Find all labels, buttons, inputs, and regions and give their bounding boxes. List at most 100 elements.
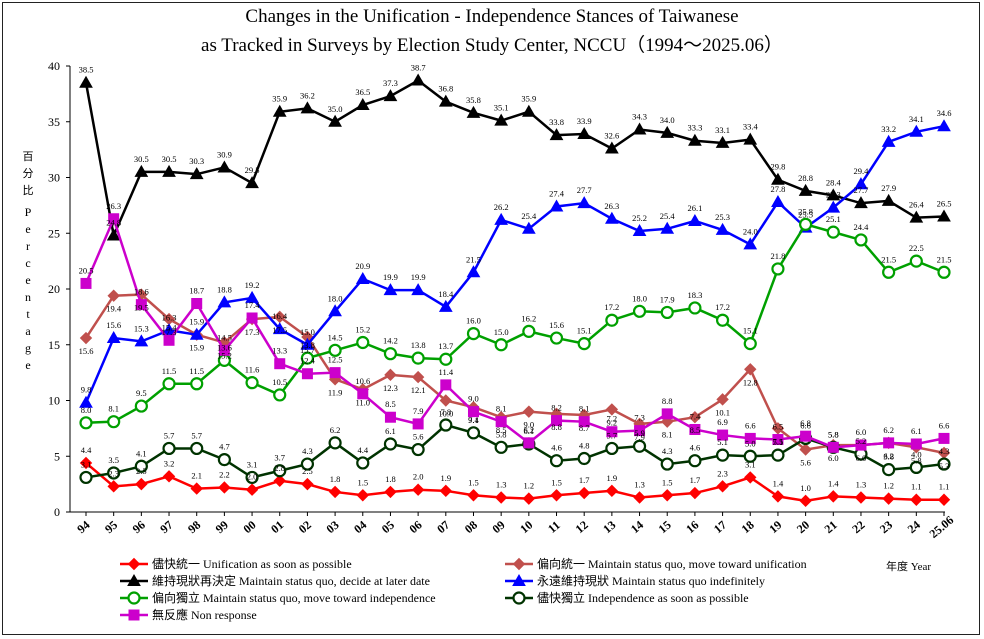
data-point-non-response xyxy=(772,434,784,446)
data-point-independence-asap xyxy=(190,441,204,456)
data-label-status-quo-indefinitely: 27.7 xyxy=(577,185,592,195)
data-label-unification-asap: 2.2 xyxy=(219,469,230,479)
data-point-status-quo-indefinitely xyxy=(217,295,232,308)
data-point-independence-asap xyxy=(632,439,647,453)
data-point-non-response xyxy=(578,416,590,428)
data-label-non-response: 6.2 xyxy=(524,425,535,435)
data-point-lean-independence xyxy=(743,337,757,351)
x-tick-label: 99 xyxy=(213,518,231,536)
data-point-lean-independence xyxy=(356,335,370,350)
data-label-independence-asap: 6.2 xyxy=(330,425,341,435)
data-label-status-quo-indefinitely: 18.4 xyxy=(438,289,454,299)
data-point-decide-later xyxy=(494,113,509,126)
data-label-unification-asap: 1.5 xyxy=(357,477,368,487)
data-label-status-quo-indefinitely: 27.4 xyxy=(549,188,565,198)
data-label-lean-independence: 21.8 xyxy=(770,251,785,261)
data-point-lean-unification xyxy=(771,422,785,435)
data-point-decide-later xyxy=(134,164,149,177)
data-label-lean-independence: 8.1 xyxy=(108,404,119,414)
data-label-non-response: 13.3 xyxy=(272,346,287,356)
data-point-non-response xyxy=(634,425,646,437)
data-point-lean-unification xyxy=(688,411,702,424)
data-label-independence-asap: 3.1 xyxy=(81,459,92,469)
data-point-decide-later xyxy=(106,228,121,241)
data-point-decide-later xyxy=(937,209,951,222)
data-label-lean-unification: 8.7 xyxy=(579,423,590,433)
data-label-independence-asap: 6.6 xyxy=(800,420,811,430)
legend-swatch-marker xyxy=(512,591,526,605)
series-non-response xyxy=(80,213,950,453)
data-point-non-response xyxy=(329,367,341,379)
data-point-lean-independence xyxy=(632,304,647,318)
data-point-decide-later xyxy=(632,122,647,135)
data-point-decide-later xyxy=(826,188,841,201)
data-point-lean-independence xyxy=(494,338,508,352)
data-label-unification-asap: 2.5 xyxy=(302,466,313,476)
y-axis-label-en-char: e xyxy=(25,358,30,372)
data-label-independence-asap: 4.3 xyxy=(662,446,673,456)
data-point-unification-asap xyxy=(273,474,286,487)
data-point-independence-asap xyxy=(743,449,757,463)
data-point-decide-later xyxy=(688,133,702,146)
data-point-decide-later xyxy=(521,104,536,117)
data-label-decide-later: 35.0 xyxy=(328,104,343,114)
data-label-lean-independence: 17.2 xyxy=(715,302,730,312)
data-label-lean-unification: 17.3 xyxy=(162,327,177,337)
data-label-unification-asap: 1.5 xyxy=(551,477,562,487)
data-point-non-response xyxy=(606,426,618,438)
data-point-lean-independence xyxy=(439,352,453,366)
data-label-unification-asap: 4.4 xyxy=(81,445,92,455)
data-point-status-quo-indefinitely xyxy=(272,322,287,335)
data-point-status-quo-indefinitely xyxy=(189,327,204,340)
data-label-non-response: 8.2 xyxy=(551,403,562,413)
data-point-lean-independence xyxy=(826,225,840,239)
data-label-independence-asap: 5.2 xyxy=(856,436,867,446)
data-point-independence-asap xyxy=(217,452,231,467)
data-label-unification-asap: 1.2 xyxy=(524,481,535,491)
data-label-decide-later: 35.9 xyxy=(272,94,287,104)
data-label-lean-independence: 13.8 xyxy=(411,340,426,350)
data-label-status-quo-indefinitely: 16.4 xyxy=(272,311,288,321)
data-point-non-response xyxy=(384,411,396,423)
data-point-independence-asap xyxy=(79,470,93,485)
data-point-decide-later xyxy=(189,167,204,180)
data-point-decide-later xyxy=(771,172,785,185)
y-axis-label-en-char: a xyxy=(25,324,31,338)
data-point-lean-independence xyxy=(715,313,730,327)
legend-label: 偏向獨立 Maintain status quo, move toward in… xyxy=(152,590,436,605)
data-label-unification-asap: 3.2 xyxy=(164,458,175,468)
data-label-lean-independence: 13.8 xyxy=(300,340,315,350)
data-point-decide-later xyxy=(383,89,398,102)
y-axis-label-zh-char: 百 xyxy=(23,151,34,163)
y-axis-label-en-char: P xyxy=(25,205,32,219)
data-label-decide-later: 38.5 xyxy=(79,65,94,75)
data-point-status-quo-indefinitely xyxy=(909,124,924,137)
x-tick-label: 11 xyxy=(545,518,563,536)
data-label-decide-later: 29.5 xyxy=(245,165,260,175)
data-point-lean-independence xyxy=(300,351,315,365)
data-label-lean-unification: 19.4 xyxy=(106,304,122,314)
data-label-lean-independence: 21.5 xyxy=(881,254,896,264)
data-point-lean-independence xyxy=(190,377,204,391)
data-label-status-quo-indefinitely: 21.5 xyxy=(466,254,481,264)
data-label-unification-asap: 1.8 xyxy=(330,474,341,484)
legend-swatch-marker xyxy=(127,557,141,571)
data-point-non-response xyxy=(218,344,230,356)
data-label-status-quo-indefinitely: 27.3 xyxy=(826,190,841,200)
data-point-independence-asap xyxy=(134,459,148,473)
data-label-lean-unification: 10.1 xyxy=(715,407,730,417)
data-label-lean-independence: 25.8 xyxy=(798,206,813,216)
data-point-non-response xyxy=(910,438,922,450)
data-point-unification-asap xyxy=(661,489,674,502)
data-label-non-response: 8.1 xyxy=(496,404,507,414)
data-label-non-response: 7.3 xyxy=(634,413,645,423)
data-point-unification-asap xyxy=(245,483,259,496)
data-label-lean-independence: 15.1 xyxy=(743,326,758,336)
data-point-lean-independence xyxy=(882,265,896,279)
data-label-non-response: 6.9 xyxy=(717,417,728,427)
data-label-lean-unification: 5.8 xyxy=(911,455,922,465)
x-tick-label: 16 xyxy=(683,518,701,536)
data-label-lean-independence: 14.2 xyxy=(383,336,398,346)
legend-label: 無反應 Non response xyxy=(152,607,257,622)
data-label-unification-asap: 3.1 xyxy=(745,459,756,469)
